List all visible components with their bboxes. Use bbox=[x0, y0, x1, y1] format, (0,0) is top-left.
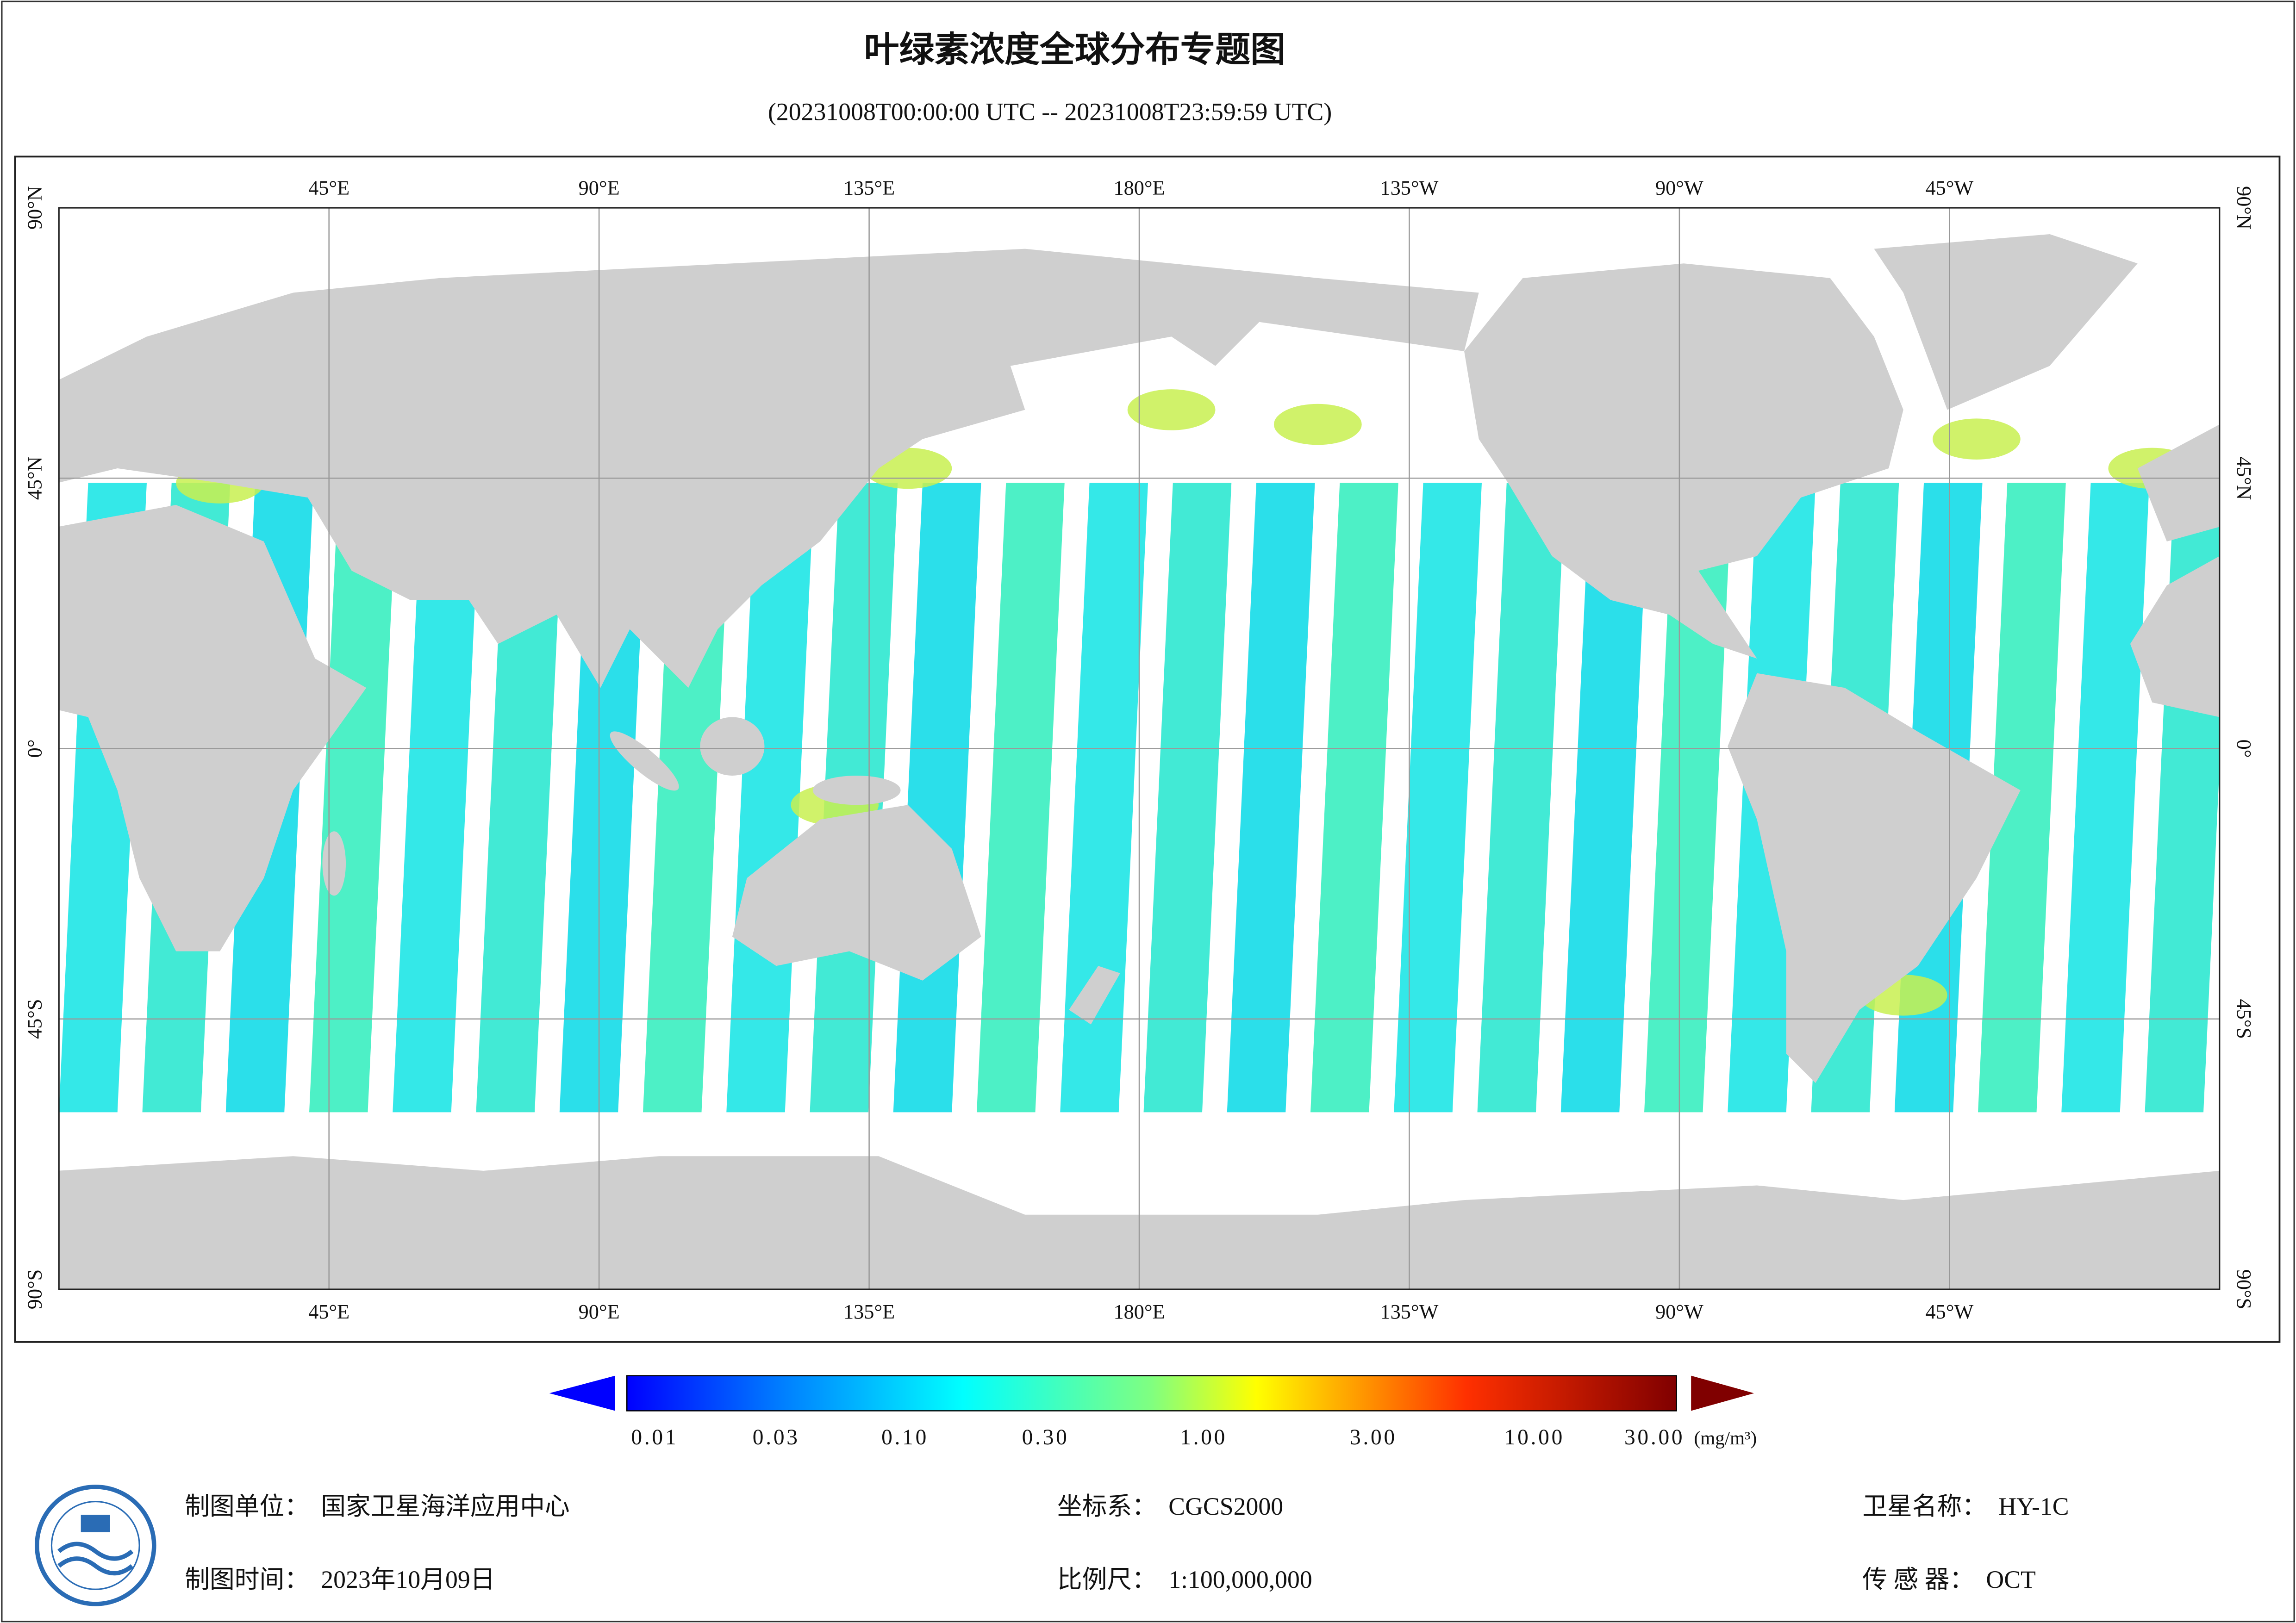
borneo bbox=[700, 717, 765, 776]
footer-item: 比例尺： 1:100,000,000 bbox=[1057, 1566, 1312, 1593]
swath bbox=[1310, 483, 1398, 1113]
footer-label: 坐标系： bbox=[1057, 1492, 1157, 1520]
north-america bbox=[1464, 263, 1903, 659]
footer-item: 传 感 器： OCT bbox=[1862, 1566, 2036, 1593]
coastal-bloom bbox=[1127, 389, 1216, 430]
swath bbox=[1394, 483, 1482, 1113]
footer-value: 国家卫星海洋应用中心 bbox=[321, 1492, 570, 1520]
europe-east bbox=[2137, 424, 2220, 542]
lon-label-top: 45°W bbox=[1925, 177, 1973, 199]
swath bbox=[1060, 483, 1148, 1113]
lon-label-bottom: 180°E bbox=[1113, 1300, 1165, 1323]
new-zealand bbox=[1069, 966, 1120, 1025]
colorbar-label: 0.03 bbox=[753, 1425, 800, 1449]
footer-item: 卫星名称： HY-1C bbox=[1862, 1492, 2069, 1520]
lat-label-left: 90°N bbox=[23, 186, 46, 230]
swath bbox=[309, 483, 397, 1113]
footer-label: 传 感 器： bbox=[1862, 1566, 1974, 1593]
new-guinea bbox=[812, 776, 901, 805]
lat-label-left: 90°S bbox=[23, 1269, 46, 1310]
lat-label-right: 45°N bbox=[2233, 456, 2255, 500]
footer-value: CGCS2000 bbox=[1168, 1492, 1283, 1520]
lat-label-left: 45°N bbox=[23, 456, 46, 500]
colorbar-label: 30.00 bbox=[1624, 1425, 1685, 1449]
lon-label-bottom: 90°W bbox=[1655, 1300, 1703, 1323]
graticule bbox=[59, 208, 2220, 1289]
colorbar-max-arrow bbox=[1691, 1375, 1754, 1411]
colorbar-min-arrow bbox=[549, 1375, 615, 1411]
africa bbox=[59, 504, 367, 951]
map-labels: 45°E 45°E 90°E 90°E 135°E 135°E 180°E 180°E 135°… bbox=[23, 177, 2255, 1324]
colorbar-label: 0.10 bbox=[881, 1425, 929, 1449]
footer-label: 制图时间： bbox=[185, 1566, 309, 1593]
lat-label-right: 90°N bbox=[2233, 186, 2255, 230]
footer-value: HY-1C bbox=[1998, 1492, 2069, 1520]
subtitle: (20231008T00:00:00 UTC -- 20231008T23:59… bbox=[768, 98, 1332, 125]
lon-label-bottom: 45°E bbox=[308, 1300, 349, 1323]
sumatra bbox=[610, 731, 679, 791]
logo bbox=[35, 1485, 156, 1606]
lat-label-left: 45°S bbox=[23, 999, 46, 1039]
swath bbox=[1227, 483, 1315, 1113]
footer-value: 1:100,000,000 bbox=[1168, 1566, 1312, 1593]
footer-item: 坐标系： CGCS2000 bbox=[1057, 1492, 1283, 1520]
madagascar bbox=[322, 831, 346, 896]
coastal-bloom bbox=[1273, 404, 1362, 445]
swath bbox=[977, 483, 1065, 1113]
lon-label-top: 45°E bbox=[308, 177, 349, 199]
lon-label-top: 135°W bbox=[1380, 177, 1439, 199]
swath bbox=[1560, 483, 1649, 1113]
eurasia bbox=[59, 249, 1479, 688]
greenland bbox=[1874, 234, 2138, 410]
colorbar-labels: 0.01 0.03 0.10 0.30 1.00 3.00 10.00 30.00 (mg/m³… bbox=[631, 1425, 1757, 1449]
lat-label-left: 0° bbox=[23, 740, 46, 758]
lat-label-right: 45°S bbox=[2233, 999, 2255, 1039]
lat-label-right: 0° bbox=[2233, 740, 2255, 758]
footer-item: 制图时间： 2023年10月09日 bbox=[185, 1566, 495, 1593]
colorbar-label: 10.00 bbox=[1504, 1425, 1565, 1449]
colorbar-unit: (mg/m³) bbox=[1694, 1427, 1757, 1449]
footer-item: 制图单位： 国家卫星海洋应用中心 bbox=[185, 1492, 570, 1520]
footer-label: 卫星名称： bbox=[1862, 1492, 1987, 1520]
lon-label-top: 90°E bbox=[579, 177, 620, 199]
lon-label-bottom: 135°W bbox=[1380, 1300, 1439, 1323]
lon-label-top: 90°W bbox=[1655, 177, 1703, 199]
map bbox=[59, 208, 2220, 1289]
coastal-bloom bbox=[1932, 418, 2021, 460]
map-inner-frame bbox=[58, 207, 2221, 1290]
footer-value: 2023年10月09日 bbox=[321, 1566, 495, 1593]
swath bbox=[393, 483, 480, 1113]
lon-label-bottom: 45°W bbox=[1925, 1300, 1973, 1323]
map-frame bbox=[14, 155, 2281, 1343]
lat-label-right: 90°S bbox=[2233, 1269, 2255, 1310]
australia bbox=[732, 805, 981, 981]
lon-label-top: 180°E bbox=[1113, 177, 1165, 199]
colorbar-label: 0.30 bbox=[1022, 1425, 1069, 1449]
footer-label: 制图单位： bbox=[185, 1492, 309, 1520]
south-america bbox=[1728, 673, 2021, 1083]
lon-label-top: 135°E bbox=[843, 177, 895, 199]
lon-label-bottom: 90°E bbox=[579, 1300, 620, 1323]
title: 叶绿素浓度全球分布专题图 bbox=[864, 29, 1286, 70]
west-africa bbox=[2130, 556, 2220, 717]
colorbar-label: 0.01 bbox=[631, 1425, 678, 1449]
colorbar-label: 3.00 bbox=[1350, 1425, 1397, 1449]
footer-label: 比例尺： bbox=[1057, 1566, 1157, 1593]
colorbar-label: 1.00 bbox=[1180, 1425, 1227, 1449]
swath bbox=[1143, 483, 1232, 1113]
footer-value: OCT bbox=[1986, 1566, 2036, 1593]
lon-label-bottom: 135°E bbox=[843, 1300, 895, 1323]
colorbar bbox=[626, 1375, 1677, 1412]
